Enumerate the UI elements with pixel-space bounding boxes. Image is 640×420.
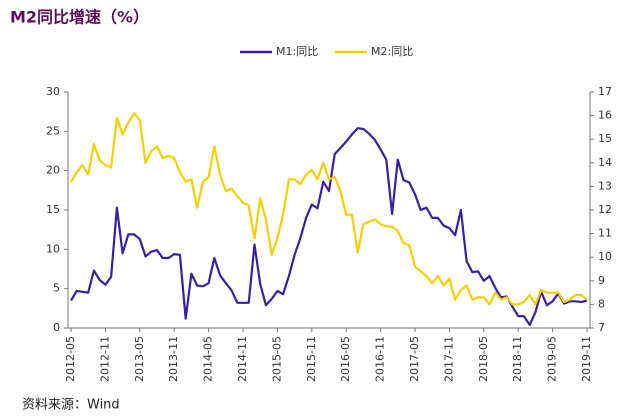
y2-tick-label: 12 xyxy=(598,203,612,216)
x-tick-label: 2018-11 xyxy=(511,336,524,382)
y2-tick-label: 9 xyxy=(598,274,605,287)
y-tick-label: 25 xyxy=(46,124,60,137)
x-tick-label: 2017-11 xyxy=(442,336,455,382)
y-tick-label: 5 xyxy=(53,282,60,295)
y2-tick-label: 10 xyxy=(598,250,612,263)
y-tick-label: 30 xyxy=(46,85,60,98)
x-tick-label: 2014-05 xyxy=(202,336,215,382)
legend-label: M1:同比 xyxy=(276,45,318,58)
y2-tick-label: 14 xyxy=(598,156,612,169)
series-line xyxy=(70,112,588,306)
y-tick-label: 20 xyxy=(46,164,60,177)
y-tick-label: 0 xyxy=(53,321,60,334)
y-tick-label: 10 xyxy=(46,242,60,255)
y2-tick-label: 16 xyxy=(598,109,612,122)
y2-tick-label: 8 xyxy=(598,297,605,310)
x-tick-label: 2019-05 xyxy=(546,336,559,382)
x-tick-label: 2015-05 xyxy=(270,336,283,382)
chart-title: M2同比增速（%） xyxy=(10,8,149,27)
y2-tick-label: 17 xyxy=(598,85,612,98)
y2-tick-label: 7 xyxy=(598,321,605,334)
series-line xyxy=(70,127,588,326)
y2-tick-label: 11 xyxy=(598,227,612,240)
x-tick-label: 2019-11 xyxy=(580,336,593,382)
x-tick-label: 2018-05 xyxy=(477,336,490,382)
legend-label: M2:同比 xyxy=(371,45,413,58)
source-note: 资料来源：Wind xyxy=(22,398,120,413)
x-tick-label: 2012-11 xyxy=(98,336,111,382)
x-tick-label: 2012-05 xyxy=(64,336,77,382)
y-tick-label: 15 xyxy=(46,203,60,216)
x-tick-label: 2015-11 xyxy=(305,336,318,382)
x-tick-label: 2014-11 xyxy=(236,336,249,382)
x-tick-label: 2013-05 xyxy=(133,336,146,382)
y2-tick-label: 15 xyxy=(598,132,612,145)
x-tick-label: 2016-11 xyxy=(374,336,387,382)
y2-tick-label: 13 xyxy=(598,179,612,192)
x-tick-label: 2016-05 xyxy=(339,336,352,382)
x-tick-label: 2017-05 xyxy=(408,336,421,382)
x-tick-label: 2013-11 xyxy=(167,336,180,382)
